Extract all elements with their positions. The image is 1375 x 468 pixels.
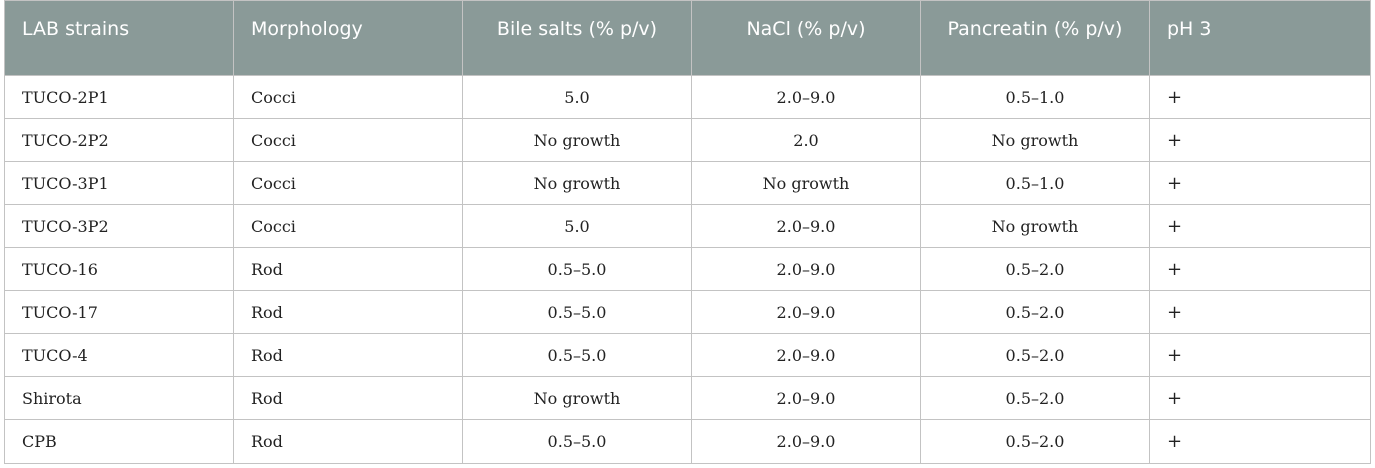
cell-bile-salts: 0.5–5.0	[462, 333, 692, 377]
cell-ph3: +	[1149, 204, 1371, 248]
cell-morphology: Rod	[233, 247, 463, 291]
cell-nacl: 2.0–9.0	[691, 75, 921, 119]
table-row: Shirota Rod No growth 2.0–9.0 0.5–2.0 +	[4, 376, 1371, 420]
header-bile-salts: Bile salts (% p/v)	[462, 0, 692, 76]
cell-pancreatin: No growth	[920, 204, 1150, 248]
cell-morphology: Rod	[233, 419, 463, 464]
cell-pancreatin: No growth	[920, 118, 1150, 162]
cell-nacl: 2.0–9.0	[691, 290, 921, 334]
lab-strains-table: LAB strains Morphology Bile salts (% p/v…	[4, 0, 1371, 464]
cell-lab-strain: TUCO-3P1	[4, 161, 234, 205]
cell-bile-salts: No growth	[462, 118, 692, 162]
cell-pancreatin: 0.5–2.0	[920, 247, 1150, 291]
cell-ph3: +	[1149, 290, 1371, 334]
cell-nacl: 2.0–9.0	[691, 419, 921, 464]
cell-pancreatin: 0.5–2.0	[920, 333, 1150, 377]
cell-nacl: 2.0–9.0	[691, 376, 921, 420]
cell-lab-strain: TUCO-4	[4, 333, 234, 377]
cell-lab-strain: TUCO-16	[4, 247, 234, 291]
cell-bile-salts: 0.5–5.0	[462, 419, 692, 464]
cell-lab-strain: TUCO-2P1	[4, 75, 234, 119]
table-row: TUCO-16 Rod 0.5–5.0 2.0–9.0 0.5–2.0 +	[4, 247, 1371, 291]
cell-lab-strain: CPB	[4, 419, 234, 464]
header-morphology: Morphology	[233, 0, 463, 76]
cell-bile-salts: 5.0	[462, 75, 692, 119]
cell-pancreatin: 0.5–2.0	[920, 290, 1150, 334]
cell-nacl: 2.0–9.0	[691, 247, 921, 291]
cell-morphology: Rod	[233, 333, 463, 377]
header-row: LAB strains Morphology Bile salts (% p/v…	[4, 0, 1371, 76]
cell-nacl: No growth	[691, 161, 921, 205]
header-nacl: NaCl (% p/v)	[691, 0, 921, 76]
table-row: TUCO-3P2 Cocci 5.0 2.0–9.0 No growth +	[4, 204, 1371, 248]
header-ph3: pH 3	[1149, 0, 1371, 76]
cell-nacl: 2.0–9.0	[691, 204, 921, 248]
cell-ph3: +	[1149, 161, 1371, 205]
cell-pancreatin: 0.5–1.0	[920, 161, 1150, 205]
cell-bile-salts: No growth	[462, 376, 692, 420]
cell-pancreatin: 0.5–2.0	[920, 376, 1150, 420]
header-lab-strains: LAB strains	[4, 0, 234, 76]
cell-morphology: Rod	[233, 376, 463, 420]
table-row: TUCO-2P1 Cocci 5.0 2.0–9.0 0.5–1.0 +	[4, 75, 1371, 119]
cell-bile-salts: 5.0	[462, 204, 692, 248]
cell-ph3: +	[1149, 419, 1371, 464]
cell-nacl: 2.0	[691, 118, 921, 162]
cell-ph3: +	[1149, 118, 1371, 162]
cell-ph3: +	[1149, 333, 1371, 377]
table-row: TUCO-2P2 Cocci No growth 2.0 No growth +	[4, 118, 1371, 162]
table-row: CPB Rod 0.5–5.0 2.0–9.0 0.5–2.0 +	[4, 419, 1371, 464]
cell-pancreatin: 0.5–2.0	[920, 419, 1150, 464]
cell-morphology: Rod	[233, 290, 463, 334]
table-row: TUCO-17 Rod 0.5–5.0 2.0–9.0 0.5–2.0 +	[4, 290, 1371, 334]
cell-bile-salts: 0.5–5.0	[462, 247, 692, 291]
cell-ph3: +	[1149, 376, 1371, 420]
cell-morphology: Cocci	[233, 75, 463, 119]
cell-bile-salts: No growth	[462, 161, 692, 205]
cell-bile-salts: 0.5–5.0	[462, 290, 692, 334]
cell-lab-strain: TUCO-3P2	[4, 204, 234, 248]
header-pancreatin: Pancreatin (% p/v)	[920, 0, 1150, 76]
cell-lab-strain: TUCO-17	[4, 290, 234, 334]
cell-lab-strain: TUCO-2P2	[4, 118, 234, 162]
cell-morphology: Cocci	[233, 118, 463, 162]
cell-morphology: Cocci	[233, 161, 463, 205]
cell-morphology: Cocci	[233, 204, 463, 248]
table-row: TUCO-3P1 Cocci No growth No growth 0.5–1…	[4, 161, 1371, 205]
cell-ph3: +	[1149, 75, 1371, 119]
cell-ph3: +	[1149, 247, 1371, 291]
table-row: TUCO-4 Rod 0.5–5.0 2.0–9.0 0.5–2.0 +	[4, 333, 1371, 377]
cell-pancreatin: 0.5–1.0	[920, 75, 1150, 119]
cell-nacl: 2.0–9.0	[691, 333, 921, 377]
cell-lab-strain: Shirota	[4, 376, 234, 420]
